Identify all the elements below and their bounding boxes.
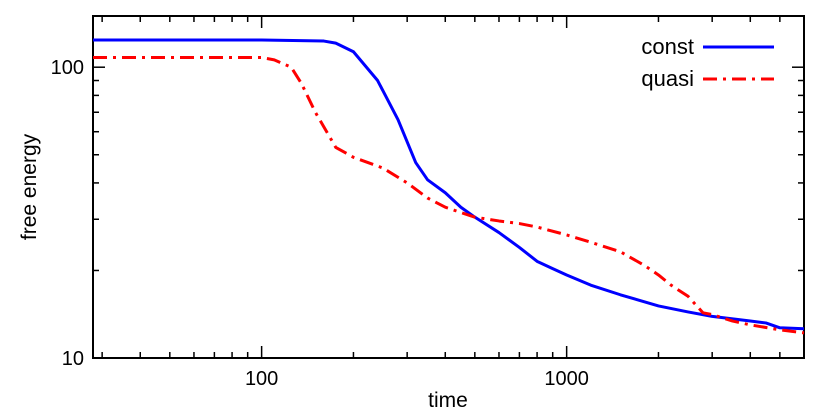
y-axis-title: free energy (18, 133, 41, 240)
series-line-const (93, 38, 805, 331)
series-line-quasi (93, 55, 805, 335)
tick-labels: 100 1000 10 100 (51, 57, 589, 390)
series-lines (93, 38, 805, 335)
y-tick-label: 100 (51, 57, 84, 79)
tick-marks (93, 16, 805, 359)
x-tick-label: 1000 (544, 368, 589, 390)
y-tick-label: 10 (62, 348, 84, 370)
x-tick-label: 100 (245, 368, 278, 390)
legend: const quasi (641, 34, 774, 91)
legend-label-const: const (641, 34, 694, 59)
plot-frame (92, 15, 805, 359)
legend-label-quasi: quasi (641, 66, 694, 91)
x-axis-title: time (428, 389, 468, 412)
